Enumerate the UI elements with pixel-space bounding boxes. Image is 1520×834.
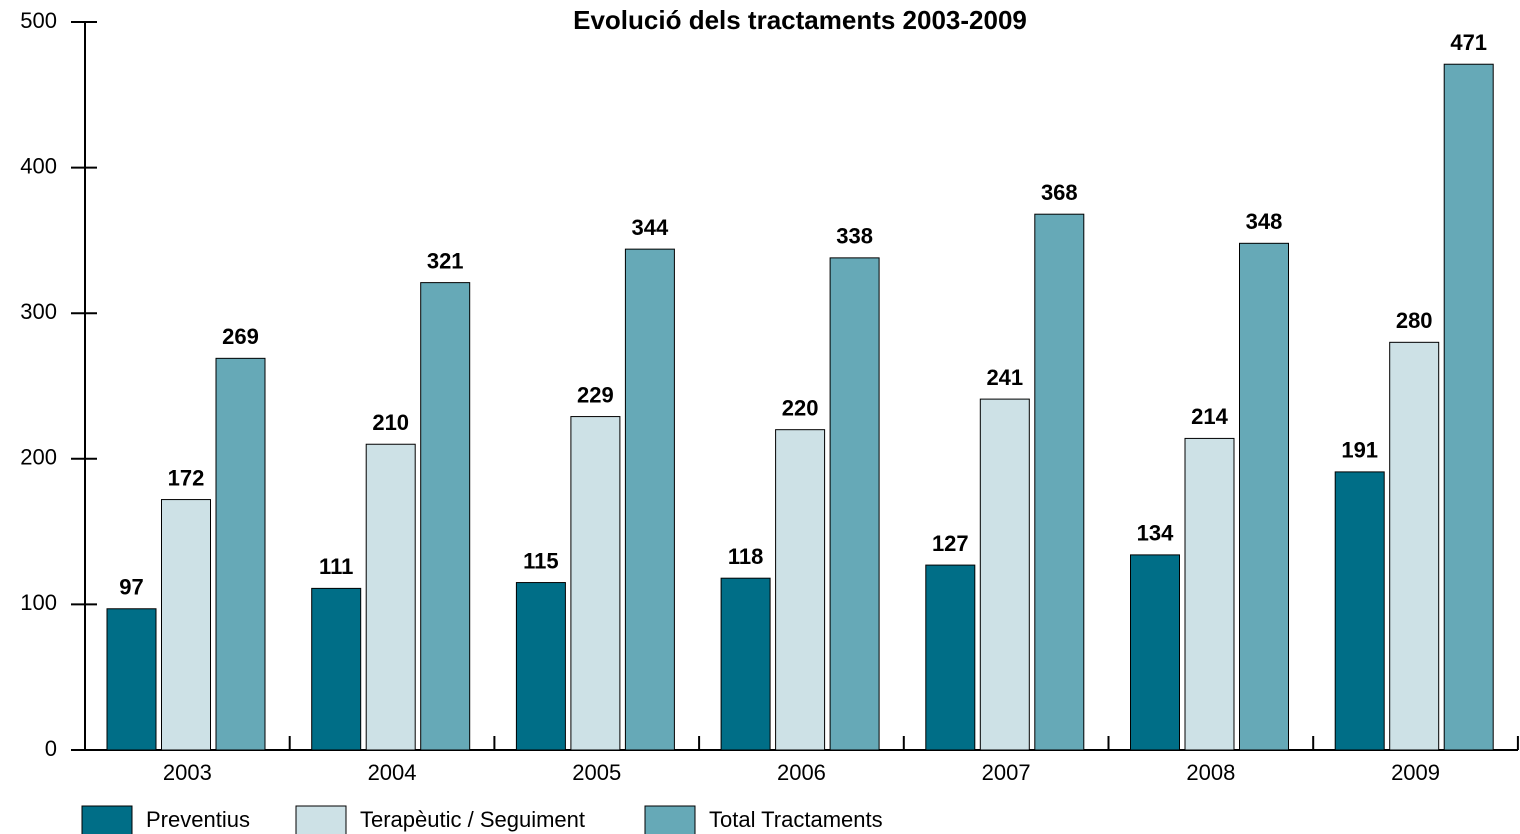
bar xyxy=(624,248,675,751)
value-label: 348 xyxy=(1246,209,1283,234)
legend-label: Terapèutic / Seguiment xyxy=(360,807,585,832)
legend-swatch xyxy=(295,805,347,834)
value-label: 214 xyxy=(1191,404,1228,429)
value-label: 111 xyxy=(319,554,353,579)
value-label: 118 xyxy=(728,544,764,569)
bar xyxy=(161,499,211,751)
bar xyxy=(1239,242,1289,751)
x-tick-label: 2006 xyxy=(777,760,826,785)
value-label: 471 xyxy=(1450,30,1487,55)
bar xyxy=(311,587,362,751)
value-label: 338 xyxy=(836,224,873,249)
bar xyxy=(1389,341,1440,751)
value-label: 127 xyxy=(932,531,969,556)
bar xyxy=(215,357,266,751)
x-tick-label: 2009 xyxy=(1391,760,1440,785)
value-label: 229 xyxy=(577,382,614,407)
legend-swatch xyxy=(644,805,696,834)
bar xyxy=(1443,63,1494,751)
bar xyxy=(106,608,157,751)
bar xyxy=(1184,437,1235,751)
bar xyxy=(365,443,416,751)
legend-label: Total Tractaments xyxy=(709,807,883,832)
bar xyxy=(829,257,880,751)
value-label: 172 xyxy=(168,465,205,490)
y-tick-label: 0 xyxy=(45,736,57,761)
value-label: 210 xyxy=(372,410,409,435)
value-label: 241 xyxy=(986,365,1023,390)
bar xyxy=(420,282,471,751)
y-tick-label: 300 xyxy=(20,299,57,324)
value-label: 97 xyxy=(119,575,143,600)
bar xyxy=(925,564,976,751)
y-tick-label: 500 xyxy=(20,8,57,33)
value-label: 191 xyxy=(1341,438,1378,463)
bar xyxy=(775,429,826,751)
x-tick-label: 2003 xyxy=(163,760,212,785)
y-tick-label: 100 xyxy=(20,590,57,615)
value-label: 321 xyxy=(427,248,464,273)
value-label: 269 xyxy=(222,324,259,349)
bar xyxy=(1334,471,1385,751)
bar xyxy=(570,416,621,751)
x-tick-label: 2005 xyxy=(572,760,621,785)
value-label: 115 xyxy=(523,548,559,573)
value-label: 344 xyxy=(632,215,669,240)
legend-swatch xyxy=(81,805,133,834)
bar xyxy=(515,582,566,751)
y-tick-label: 400 xyxy=(20,153,57,178)
y-tick-label: 200 xyxy=(20,445,57,470)
bar xyxy=(720,577,771,751)
legend-label: Preventius xyxy=(146,807,250,832)
bar xyxy=(1130,554,1180,751)
value-label: 220 xyxy=(782,395,819,420)
x-tick-label: 2008 xyxy=(1186,760,1235,785)
value-label: 134 xyxy=(1137,521,1174,546)
chart-title: Evolució dels tractaments 2003-2009 xyxy=(573,5,1027,35)
value-label: 280 xyxy=(1396,308,1433,333)
bar xyxy=(979,398,1030,751)
x-tick-label: 2004 xyxy=(368,760,417,785)
value-label: 368 xyxy=(1041,180,1078,205)
bar xyxy=(1034,213,1085,751)
x-tick-label: 2007 xyxy=(982,760,1031,785)
